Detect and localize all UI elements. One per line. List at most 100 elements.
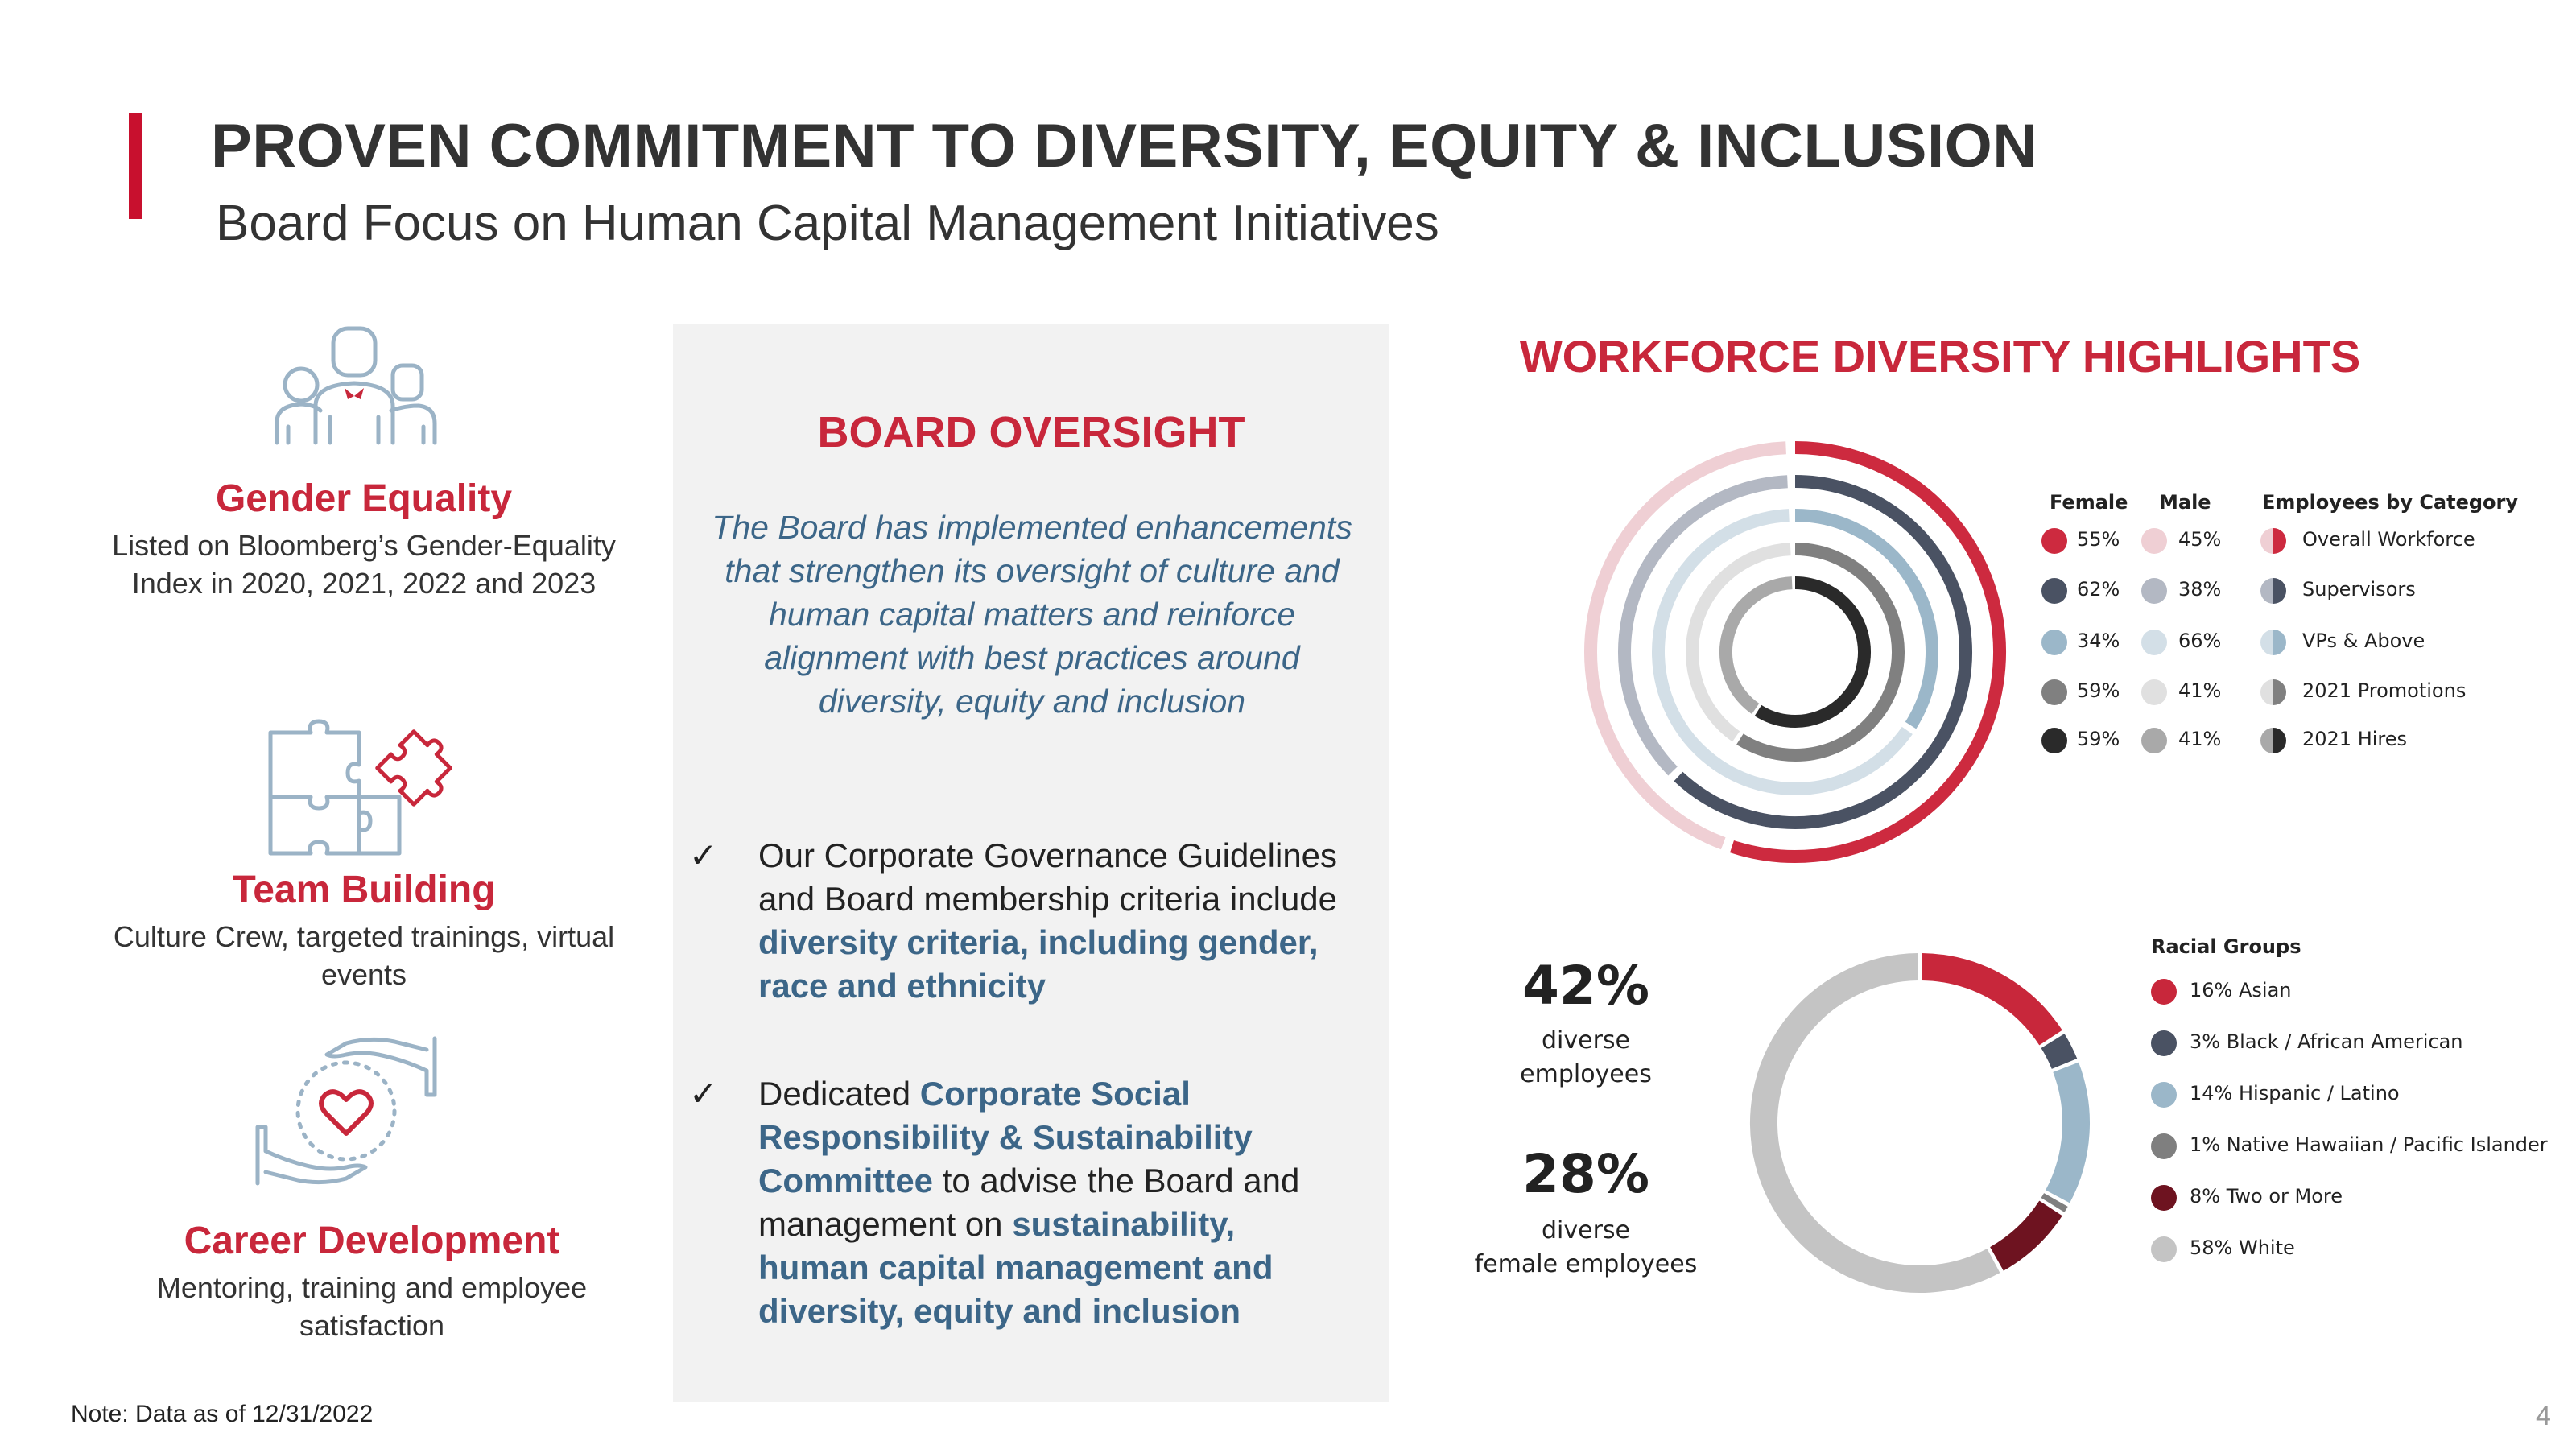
category-label: 2021 Hires (2302, 728, 2408, 750)
stat-diverse-female-value: 28% (1522, 1143, 1649, 1205)
ring-female-2021-hires (1754, 576, 1871, 728)
legend-label: 14% Hispanic / Latino (2190, 1082, 2400, 1104)
category-label: Overall Workforce (2302, 528, 2475, 551)
female-swatch-icon (2041, 630, 2067, 655)
racial-groups-legend-title: Racial Groups (2151, 935, 2301, 958)
people-group-icon (275, 326, 437, 445)
male-swatch-icon (2141, 528, 2167, 554)
stat-diverse-employees-value: 42% (1522, 955, 1649, 1017)
ring-female-supervisors (1674, 475, 1972, 829)
ring-male-overall-workforce (1584, 441, 1786, 850)
category-label: Supervisors (2302, 578, 2416, 601)
pillar-text-team-building: Culture Crew, targeted trainings, virtua… (113, 920, 615, 991)
workforce-radial-chart (1584, 441, 2006, 863)
female-value: 34% (2077, 630, 2120, 652)
legend-row: 58% White (2141, 1232, 2576, 1264)
donut-slice-native-hawaiian-pacific-islander (2041, 1193, 2068, 1212)
male-value: 66% (2178, 630, 2222, 652)
stat-diverse-employees-label: diverse employees (1441, 1024, 1731, 1092)
female-swatch-icon (2041, 528, 2067, 554)
male-swatch-icon (2141, 578, 2167, 604)
legend-label: 1% Native Hawaiian / Pacific Islander (2190, 1133, 2548, 1156)
donut-slice-black-african-american (2041, 1034, 2078, 1070)
donut-slice-asian (1921, 953, 2062, 1046)
page-number: 4 (2536, 1401, 2551, 1431)
legend-row: 1% Native Hawaiian / Pacific Islander (2141, 1129, 2576, 1161)
category-label: VPs & Above (2302, 630, 2425, 652)
hands-heart-icon (255, 1036, 437, 1186)
legend-row: 34% 66% VPs & Above (2029, 625, 2512, 657)
ring-male-vps-above (1652, 509, 1913, 795)
ring-male-supervisors (1618, 475, 1788, 776)
legend-header-male: Male (2159, 491, 2211, 514)
category-swatch-icon (2260, 630, 2286, 655)
donut-slice-white (1750, 953, 2000, 1293)
board-bullet-governance: ✓ Our Corporate Governance Guidelines an… (689, 834, 1349, 1008)
legend-label: 58% White (2190, 1236, 2295, 1259)
stat-label-line: diverse (1541, 1216, 1630, 1245)
female-value: 55% (2077, 528, 2120, 551)
bullet-governance-highlight: diversity criteria, including gender, ra… (758, 923, 1319, 1005)
legend-row: 59% 41% 2021 Hires (2029, 723, 2512, 755)
category-swatch-icon (2260, 679, 2286, 705)
donut-slice-two-or-more (1989, 1200, 2062, 1271)
racial-groups-legend: 16% Asian 3% Black / African American 14… (2141, 974, 2576, 1280)
pillar-title-team-building: Team Building (232, 869, 496, 911)
ring-female-overall-workforce (1730, 441, 2006, 863)
swatch-icon (2151, 1236, 2177, 1262)
male-swatch-icon (2141, 630, 2167, 655)
workforce-diversity-title: WORKFORCE DIVERSITY HIGHLIGHTS (1519, 331, 2361, 382)
stat-label-line: diverse (1541, 1026, 1630, 1055)
legend-label: 3% Black / African American (2190, 1030, 2463, 1053)
ring-female-2021-promotions (1736, 543, 1905, 762)
male-value: 41% (2178, 679, 2222, 702)
board-bullet-committee: ✓ Dedicated Corporate Social Responsibil… (689, 1072, 1349, 1333)
female-swatch-icon (2041, 679, 2067, 705)
swatch-icon (2151, 1030, 2177, 1056)
swatch-icon (2151, 1185, 2177, 1211)
bullet-committee-highlight-2: sustainability, human capital management… (758, 1205, 1274, 1330)
legend-row: 16% Asian (2141, 974, 2576, 1006)
swatch-icon (2151, 1082, 2177, 1108)
female-value: 59% (2077, 728, 2120, 750)
bullet-committee-text-1: Dedicated (758, 1075, 920, 1113)
stat-diverse-female-label: diverse female employees (1441, 1214, 1731, 1282)
pillar-text-career-development: Mentoring, training and employee satisfa… (156, 1271, 588, 1342)
category-swatch-icon (2260, 528, 2286, 554)
legend-label: 16% Asian (2190, 979, 2292, 1001)
ring-male-2021-hires (1719, 576, 1793, 715)
male-value: 45% (2178, 528, 2222, 551)
female-value: 62% (2077, 578, 2120, 601)
pillar-title-gender-equality: Gender Equality (215, 477, 513, 520)
bullet-governance-text: Our Corporate Governance Guidelines and … (758, 836, 1338, 918)
ring-male-2021-promotions (1686, 543, 1791, 742)
racial-groups-donut-chart (1750, 953, 2090, 1293)
pillar-text-gender-equality: Listed on Bloomberg’s Gender-Equality In… (112, 529, 616, 600)
legend-row: 59% 41% 2021 Promotions (2029, 675, 2512, 707)
stat-label-line: employees (1520, 1060, 1652, 1088)
pillar-title-career-development: Career Development (184, 1220, 560, 1262)
workforce-legend: 55% 45% Overall Workforce 62% 38% Superv… (2029, 523, 2512, 781)
board-oversight-panel: BOARD OVERSIGHT The Board has implemente… (673, 324, 1389, 1402)
stat-label-line: female employees (1474, 1250, 1698, 1278)
check-icon: ✓ (689, 1075, 718, 1113)
board-oversight-quote: The Board has implemented enhancements t… (712, 509, 1352, 720)
female-value: 59% (2077, 679, 2120, 702)
category-swatch-icon (2260, 728, 2286, 753)
board-oversight-title: BOARD OVERSIGHT (817, 408, 1245, 456)
puzzle-icon (268, 719, 452, 856)
female-swatch-icon (2041, 728, 2067, 753)
legend-header-female: Female (2050, 491, 2128, 514)
swatch-icon (2151, 1133, 2177, 1159)
legend-header-category: Employees by Category (2262, 491, 2519, 514)
category-swatch-icon (2260, 578, 2286, 604)
male-swatch-icon (2141, 728, 2167, 753)
category-label: 2021 Promotions (2302, 679, 2467, 702)
legend-row: 8% Two or More (2141, 1180, 2576, 1212)
bullet-committee-text-2: to advise the Board and management on (758, 1162, 1300, 1243)
legend-row: 3% Black / African American (2141, 1026, 2576, 1058)
male-value: 41% (2178, 728, 2222, 750)
footnote: Note: Data as of 12/31/2022 (71, 1401, 374, 1427)
legend-row: 55% 45% Overall Workforce (2029, 523, 2512, 555)
ring-female-vps-above (1794, 509, 1938, 729)
